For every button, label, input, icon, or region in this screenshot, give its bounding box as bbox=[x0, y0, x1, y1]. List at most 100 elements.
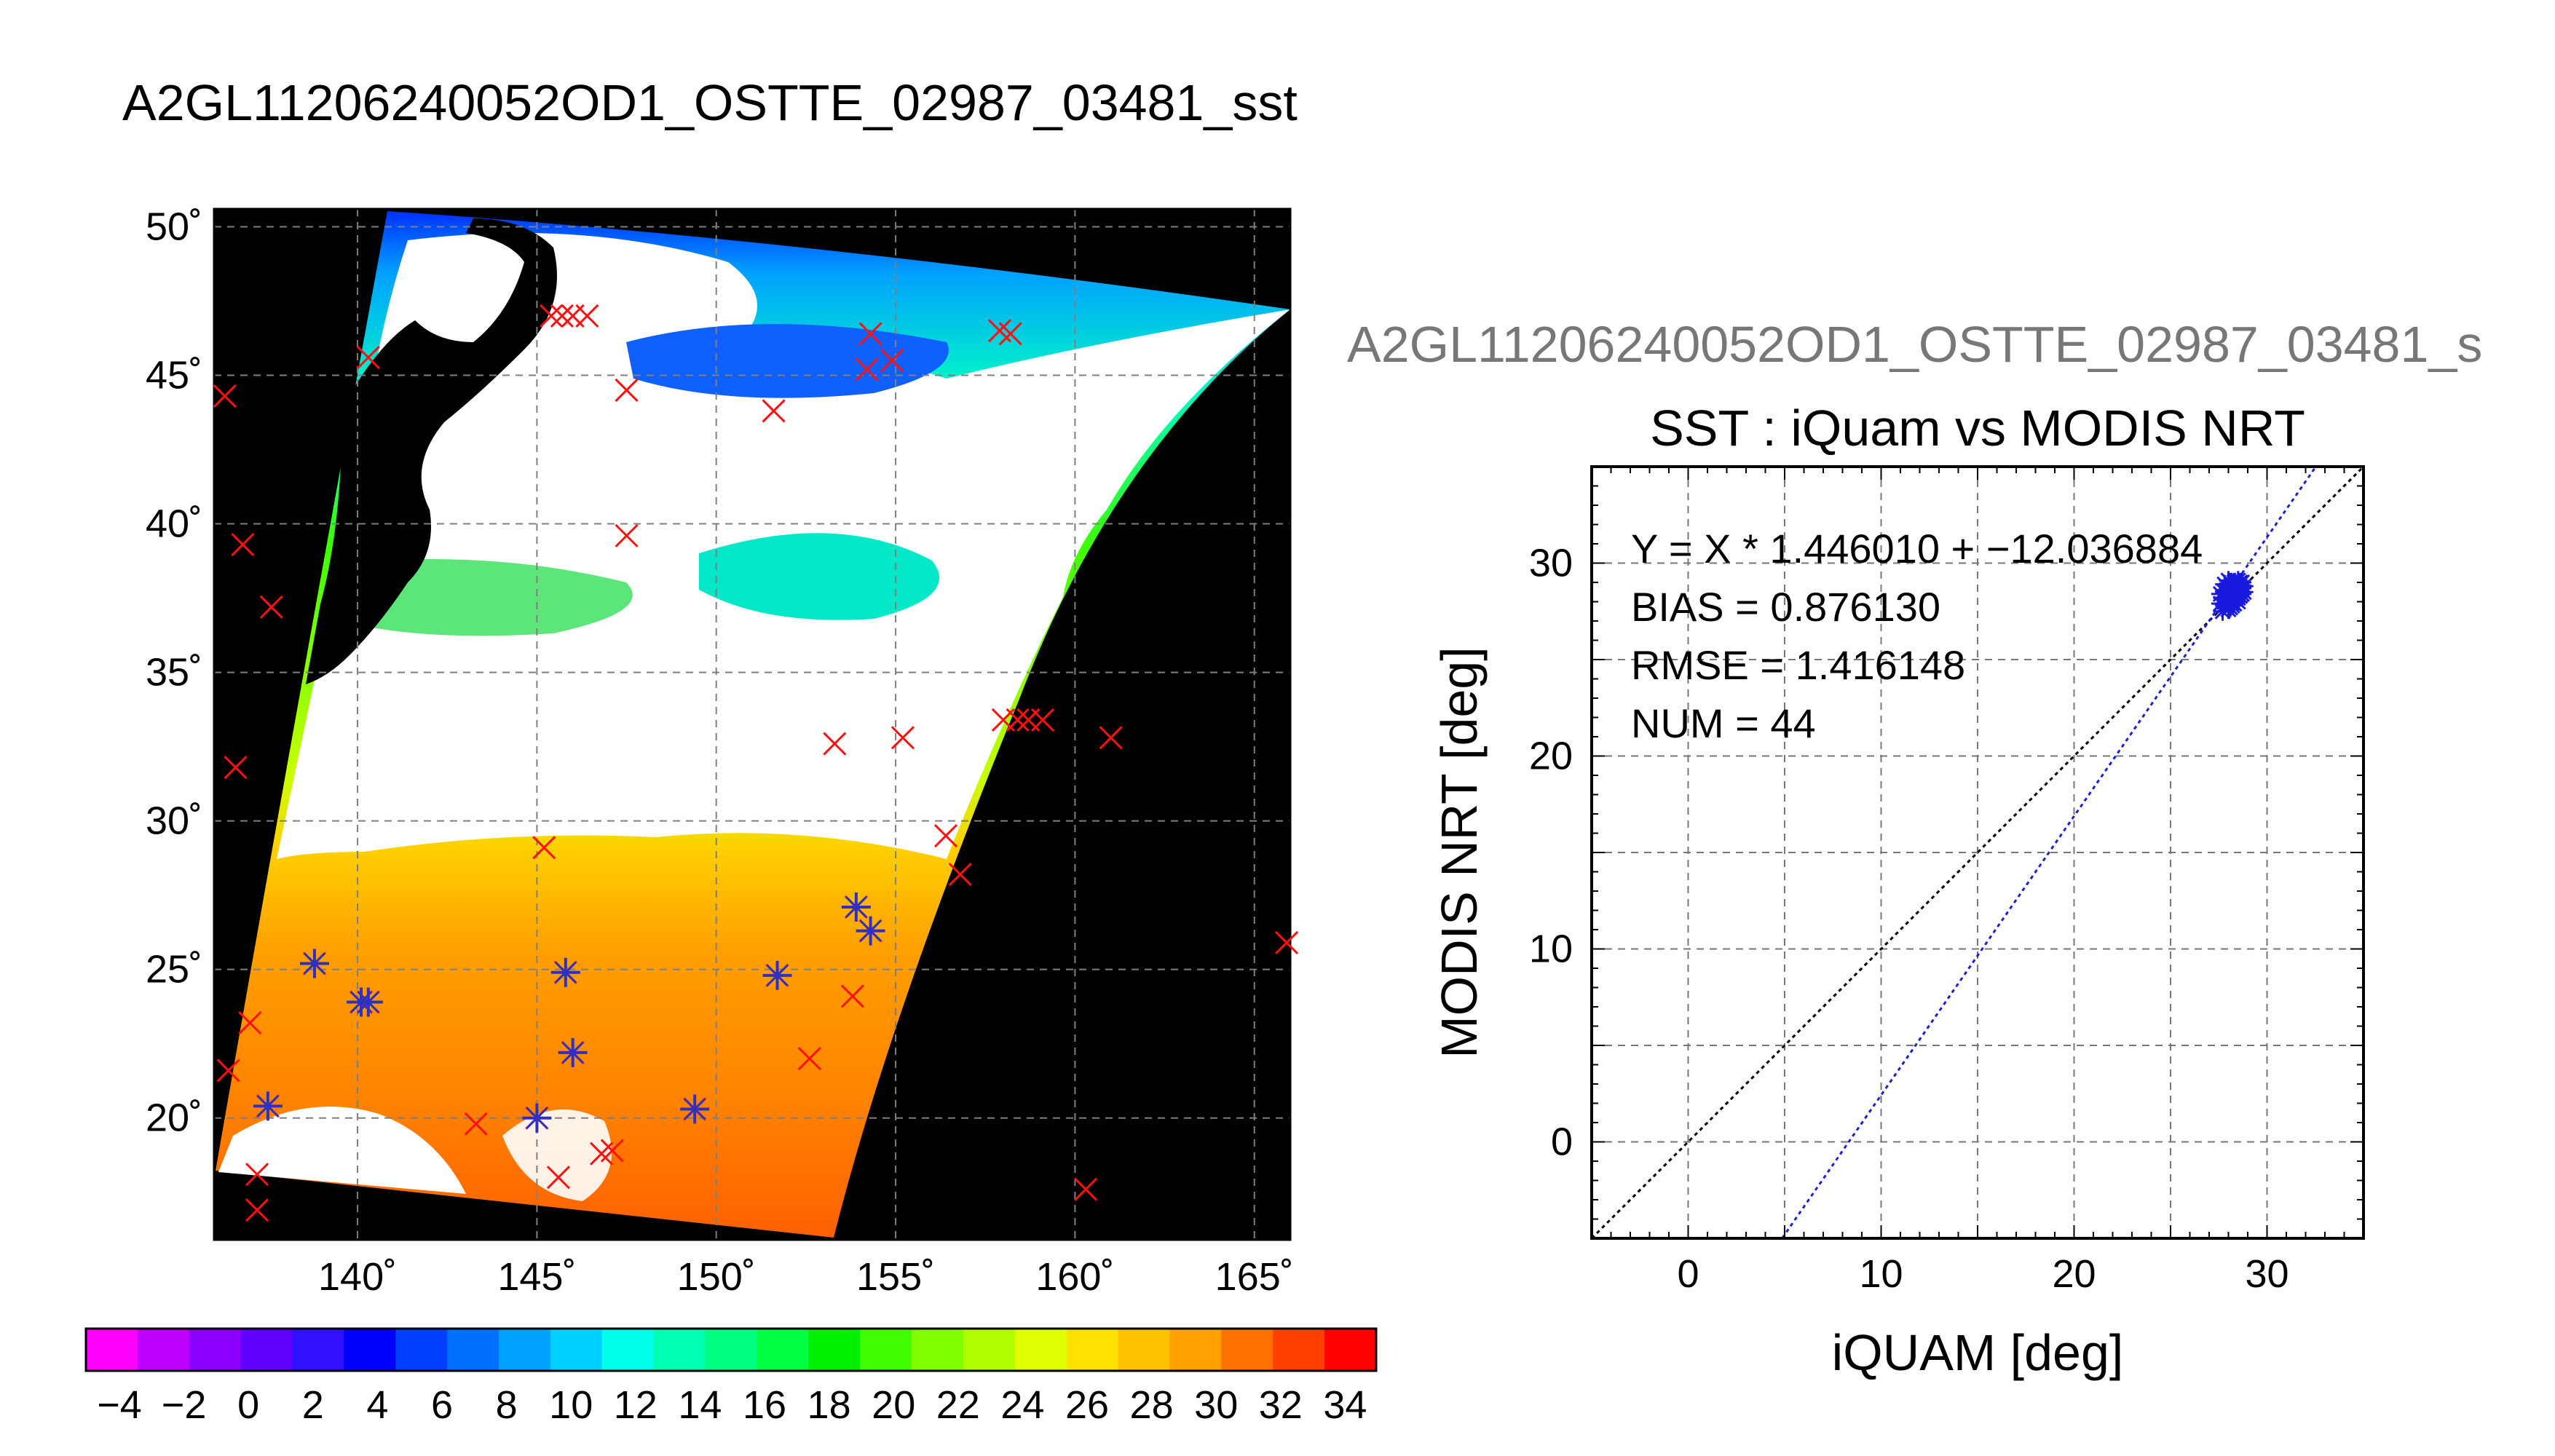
map-frame bbox=[213, 207, 1292, 1241]
colorbar-cell bbox=[1324, 1329, 1377, 1371]
colorbar-tick-label: −2 bbox=[162, 1383, 207, 1427]
scatter-points bbox=[2211, 571, 2254, 621]
valid-match-star-marker bbox=[353, 987, 383, 1017]
colorbar-tick-label: 18 bbox=[807, 1383, 851, 1427]
cloud-mask-south bbox=[218, 1107, 466, 1194]
plot-grid bbox=[1592, 467, 2364, 1238]
lat-tick-label: 30˚ bbox=[146, 799, 202, 843]
colorbar-tick-label: 24 bbox=[1000, 1383, 1044, 1427]
scatter-point bbox=[2215, 596, 2235, 615]
iquam-match-x-marker bbox=[1099, 726, 1123, 750]
iquam-match-x-marker bbox=[259, 595, 283, 619]
map-lon-labels: 140˚ 145˚ 150˚ 155˚ 160˚ 165˚ bbox=[318, 1255, 1294, 1299]
iquam-match-x-marker bbox=[464, 1112, 488, 1136]
lon-tick-label: 160˚ bbox=[1035, 1255, 1114, 1299]
x-tick-label: 10 bbox=[1859, 1252, 1903, 1296]
y-tick-label: 0 bbox=[1551, 1120, 1573, 1164]
ocean-patch-kuroshio bbox=[364, 559, 633, 636]
iquam-match-x-marker bbox=[532, 836, 556, 860]
colorbar-cell bbox=[963, 1329, 1016, 1371]
colorbar-cell bbox=[860, 1329, 912, 1371]
iquam-match-x-marker bbox=[238, 1011, 262, 1035]
stats-line: Y = X * 1.446010 + −12.036884 bbox=[1631, 526, 2203, 571]
iquam-match-x-marker bbox=[615, 378, 639, 402]
plot-frame bbox=[1590, 465, 2365, 1240]
y-tick-label: 20 bbox=[1529, 735, 1573, 778]
ocean-patch-okhotsk bbox=[626, 324, 949, 398]
scatter-point bbox=[2228, 592, 2248, 612]
lon-tick-label: 155˚ bbox=[856, 1255, 935, 1299]
colorbar-cell bbox=[447, 1329, 499, 1371]
colorbar-cell bbox=[653, 1329, 706, 1371]
colorbar-tick-label: 10 bbox=[549, 1383, 593, 1427]
x-tick-label: 0 bbox=[1677, 1252, 1699, 1296]
iquam-match-x-marker bbox=[231, 533, 255, 557]
colorbar-cell bbox=[137, 1329, 190, 1371]
lat-tick-label: 50˚ bbox=[146, 205, 202, 248]
valid-match-star-marker bbox=[841, 892, 871, 922]
land-japan bbox=[306, 218, 557, 684]
valid-match-star-marker bbox=[253, 1091, 283, 1121]
y-tick-label: 30 bbox=[1529, 542, 1573, 585]
colorbar-tick-label: 16 bbox=[743, 1383, 786, 1427]
colorbar-tick-label: 26 bbox=[1065, 1383, 1109, 1427]
lat-tick-label: 35˚ bbox=[146, 651, 202, 695]
colorbar-cell bbox=[808, 1329, 861, 1371]
iquam-match-x-marker bbox=[245, 1198, 269, 1222]
valid-match-star-marker bbox=[762, 960, 792, 990]
iquam-match-x-marker bbox=[540, 304, 564, 328]
y-tick-labels: 0 10 20 30 bbox=[1529, 542, 1573, 1164]
lon-tick-label: 140˚ bbox=[318, 1255, 397, 1299]
map-markers bbox=[213, 304, 1299, 1222]
iquam-match-x-marker bbox=[823, 732, 847, 756]
colorbar-labels: −4 −2 0 2 4 6 8 10 12 14 16 18 20 22 24 26 28 30 32 34 bbox=[97, 1383, 1367, 1427]
colorbar-tick-label: 8 bbox=[496, 1383, 518, 1427]
colorbar-tick-label: 6 bbox=[431, 1383, 453, 1427]
cloud-mask-mid bbox=[502, 1109, 612, 1201]
iquam-match-x-marker bbox=[948, 863, 972, 887]
iquam-match-x-marker bbox=[224, 756, 248, 780]
colorbar-cell bbox=[705, 1329, 758, 1371]
iquam-match-x-marker bbox=[933, 823, 958, 848]
iquam-match-x-marker bbox=[356, 345, 380, 370]
scatter-plot: SST : iQuam vs MODIS NRT 0 10 20 30 0 10 20 30… bbox=[1431, 400, 2365, 1381]
colorbar-tick-label: 34 bbox=[1323, 1383, 1367, 1427]
iquam-match-x-marker bbox=[615, 523, 639, 547]
lon-tick-label: 145˚ bbox=[497, 1255, 576, 1299]
lat-tick-label: 20˚ bbox=[146, 1096, 202, 1140]
colorbar-cell bbox=[189, 1329, 242, 1371]
iquam-match-x-marker bbox=[600, 1139, 624, 1163]
colorbar-cell bbox=[601, 1329, 655, 1371]
valid-match-star-marker bbox=[522, 1103, 552, 1133]
colorbar-cell bbox=[240, 1329, 293, 1371]
lon-tick-label: 165˚ bbox=[1215, 1255, 1294, 1299]
sst-colorbar: −4 −2 0 2 4 6 8 10 12 14 16 18 20 22 24 26 28 30 32 34 bbox=[84, 1327, 1378, 1427]
valid-match-star-marker bbox=[558, 1037, 588, 1067]
ocean-patch-east bbox=[699, 533, 939, 620]
stats-box: Y = X * 1.446010 + −12.036884 BIAS = 0.87… bbox=[1631, 526, 2203, 746]
iquam-match-x-marker bbox=[213, 384, 237, 408]
colorbar-cell bbox=[1221, 1329, 1274, 1371]
map-grid bbox=[214, 209, 1290, 1240]
iquam-match-x-marker bbox=[840, 984, 865, 1008]
colorbar-cell bbox=[550, 1329, 603, 1371]
colorbar-tick-label: −4 bbox=[97, 1383, 142, 1427]
iquam-match-x-marker bbox=[998, 322, 1022, 346]
colorbar-tick-label: 20 bbox=[872, 1383, 915, 1427]
colorbar-tick-label: 12 bbox=[614, 1383, 657, 1427]
colorbar-frame bbox=[84, 1327, 1378, 1372]
x-axis-label: iQUAM [deg] bbox=[1832, 1324, 2124, 1381]
stats-line: RMSE = 1.416148 bbox=[1631, 642, 1965, 688]
lat-tick-label: 25˚ bbox=[146, 948, 202, 992]
x-tick-label: 30 bbox=[2245, 1252, 2289, 1296]
colorbar-tick-label: 4 bbox=[366, 1383, 388, 1427]
colorbar-tick-label: 28 bbox=[1130, 1383, 1174, 1427]
iquam-match-x-marker bbox=[1074, 1177, 1098, 1201]
y-tick-label: 10 bbox=[1529, 927, 1573, 971]
x-tick-label: 20 bbox=[2052, 1252, 2096, 1296]
iquam-match-x-marker bbox=[855, 357, 879, 381]
scatter-point bbox=[2224, 578, 2244, 598]
colorbar-cell bbox=[1014, 1329, 1067, 1371]
scatter-title: SST : iQuam vs MODIS NRT bbox=[1650, 400, 2305, 456]
